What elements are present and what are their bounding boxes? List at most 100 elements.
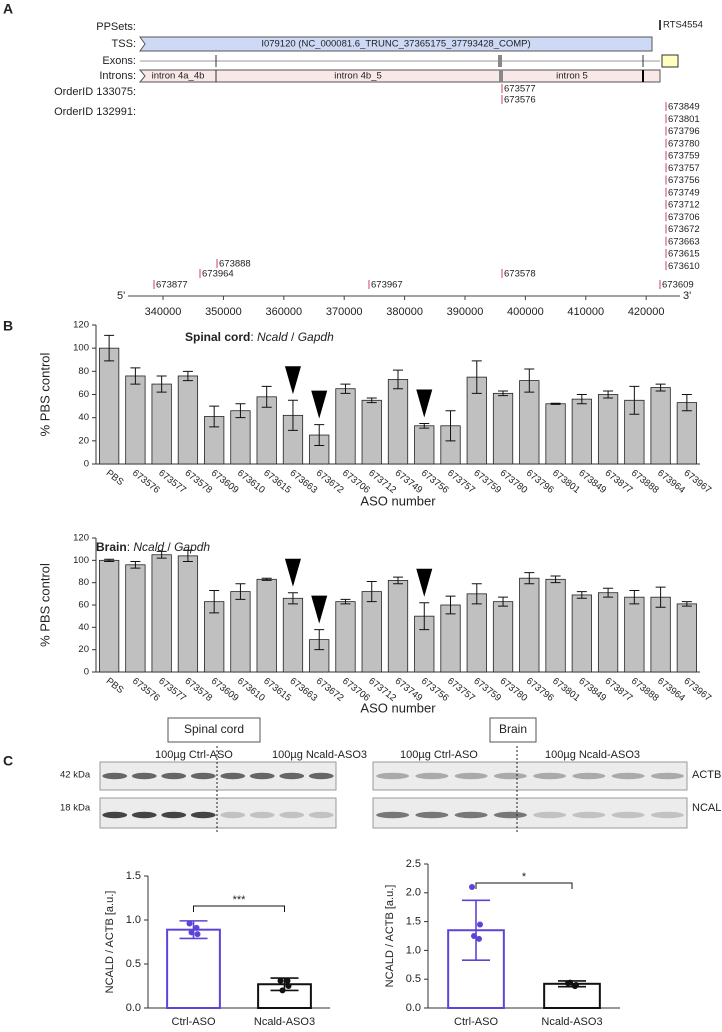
error-bar [576, 591, 587, 599]
x-tick-label: Ncald-ASO3 [541, 1016, 602, 1028]
arrowhead [416, 389, 433, 418]
aso-label: 673615 [668, 249, 700, 260]
bar [99, 559, 120, 673]
y-tick-label: 1.5 [126, 870, 141, 882]
band [611, 811, 645, 819]
x-tick-label: PBS [104, 468, 126, 488]
band [102, 772, 128, 780]
band [102, 811, 128, 819]
aso-label: 673749 [668, 187, 700, 198]
tissue-label: Brain [499, 722, 527, 736]
y-tick-label: 1.5 [406, 916, 421, 928]
x-tick-label: 673888 [629, 468, 661, 496]
x-tick-label: 673576 [130, 468, 162, 496]
error-bar [314, 424, 325, 446]
aso-label: 673663 [668, 236, 700, 247]
bar [151, 383, 172, 465]
track-label: OrderID 133075: [54, 86, 136, 98]
group-label: 100µg Ctrl-ASO [155, 749, 233, 761]
sig-label: *** [233, 894, 247, 906]
x-tick-label: 673759 [471, 676, 503, 704]
x-tick-label: 340000 [145, 306, 182, 318]
ppset-label: RTS4554 [663, 20, 703, 31]
x-tick-label: 673796 [524, 468, 556, 496]
error-bar [550, 575, 561, 584]
bar [624, 596, 645, 673]
data-point [471, 933, 477, 939]
band [161, 811, 187, 819]
panel-label: A [3, 1, 13, 17]
y-axis-label: NCALD / ACTB [a.u.] [104, 891, 116, 994]
bar [282, 597, 304, 673]
arrowhead [416, 568, 433, 597]
y-tick-label: 2.0 [406, 887, 421, 899]
aso-label: 673610 [668, 261, 700, 272]
error-bar [681, 394, 692, 412]
x-tick-label: 673749 [393, 468, 425, 496]
aso-label: 673609 [662, 280, 694, 291]
x-tick-label: 673756 [419, 468, 451, 496]
tss-label: I079120 (NC_000081.6_TRUNC_37365175_3779… [261, 39, 530, 50]
chart-title: Brain: Ncald / Gapdh [96, 540, 210, 554]
y-tick-label: 60 [78, 600, 89, 611]
y-tick-label: 1.0 [406, 944, 421, 956]
band [220, 811, 246, 819]
intron-label: intron 5 [556, 71, 588, 82]
x-tick-label: 420000 [628, 306, 665, 318]
aso-label: 673576 [504, 95, 536, 106]
band [190, 811, 216, 819]
bar [440, 604, 461, 673]
x-tick-label: 673796 [524, 676, 556, 704]
bar [256, 578, 277, 673]
title-part: Ncald [133, 540, 164, 554]
data-point [285, 983, 292, 989]
title-part: : [250, 330, 257, 344]
error-bar [182, 549, 193, 562]
y-axis-label: % PBS control [37, 563, 52, 647]
title-part: Brain [96, 540, 127, 554]
x-tick-label: 400000 [507, 306, 544, 318]
error-bar [104, 334, 115, 362]
bar [545, 403, 566, 465]
error-bar [462, 899, 490, 961]
x-tick-label: 673578 [183, 468, 215, 496]
x-tick-label: 673888 [629, 676, 661, 704]
bar [676, 402, 697, 465]
arrowhead [284, 558, 301, 587]
x-axis-label: ASO number [360, 493, 436, 508]
bar [597, 394, 619, 465]
sig-label: * [522, 871, 527, 883]
band [493, 811, 527, 819]
aso-label: 673796 [668, 126, 700, 137]
x-tick-label: Ctrl-ASO [454, 1016, 498, 1028]
x-tick-label: 673964 [655, 676, 687, 704]
data-point [572, 983, 578, 990]
band [572, 772, 606, 780]
group-label: 100µg Ncald-ASO3 [545, 749, 640, 761]
protein-label: ACTB [692, 769, 721, 781]
group-label: 100µg Ctrl-ASO [400, 749, 478, 761]
error-bar [603, 390, 614, 399]
y-tick-label: 0.0 [406, 1002, 421, 1014]
x-tick-label: 673663 [288, 468, 320, 496]
y-tick-label: 100 [73, 343, 89, 354]
band [415, 811, 449, 819]
bar [361, 399, 382, 465]
band [376, 811, 410, 819]
x-tick-label: 360000 [265, 306, 302, 318]
error-bar [261, 385, 272, 408]
bar [597, 592, 619, 673]
y-tick-label: 80 [78, 366, 89, 377]
bar [545, 578, 566, 673]
size-label: 42 kDa [60, 770, 91, 781]
bar [414, 425, 435, 465]
error-bar [629, 385, 640, 415]
x-tick-label: 370000 [326, 306, 363, 318]
arrowhead [311, 595, 328, 624]
error-bar [681, 601, 692, 607]
bar [177, 375, 199, 465]
data-point [194, 931, 201, 938]
aso-label: 673849 [668, 102, 700, 113]
bar [361, 591, 382, 673]
bar [387, 379, 409, 465]
